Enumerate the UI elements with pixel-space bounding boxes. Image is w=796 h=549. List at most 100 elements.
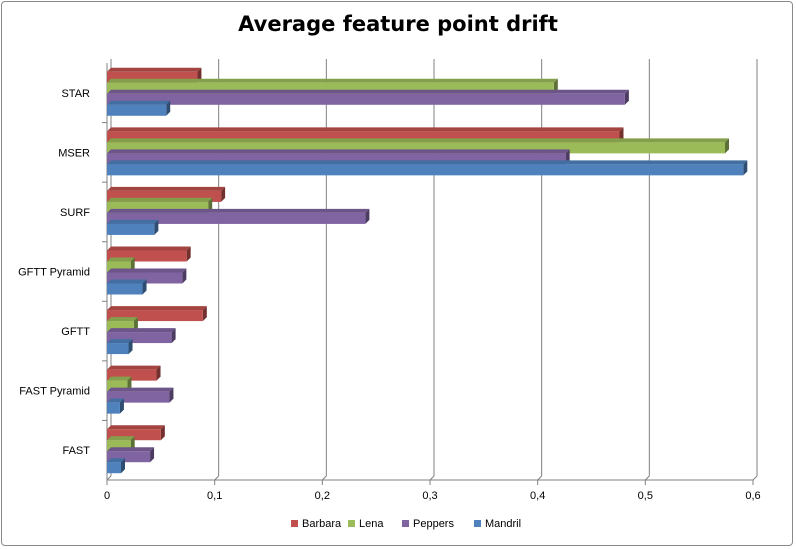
- bar-top-face: [107, 138, 730, 143]
- bar-top-face: [107, 246, 191, 251]
- bar-top-face: [107, 339, 133, 344]
- bar-end-face: [150, 447, 155, 463]
- bar-end-face: [725, 138, 730, 154]
- x-tick-label: 0: [104, 490, 110, 502]
- bar-end-face: [202, 306, 207, 322]
- legend-label: Peppers: [413, 518, 454, 530]
- bar-top-face: [107, 219, 159, 224]
- depth-edge: [106, 475, 112, 481]
- legend-label: Lena: [359, 518, 384, 530]
- bar-top-face: [107, 149, 570, 154]
- bar: [107, 219, 159, 235]
- bar-top-face: [107, 365, 161, 370]
- bar-end-face: [743, 160, 748, 176]
- bar: [107, 306, 207, 322]
- bar-front-face: [107, 261, 131, 273]
- chart-title: Average feature point drift: [238, 12, 558, 36]
- bar-front-face: [107, 104, 167, 116]
- bar-front-face: [107, 283, 143, 295]
- bar: [107, 208, 370, 224]
- y-tick-label: GFTT Pyramid: [18, 267, 90, 279]
- x-tick-label: 0,2: [315, 490, 330, 502]
- legend-item: Mandril: [474, 518, 521, 530]
- bar-end-face: [221, 186, 226, 202]
- x-tick-label: 0,1: [207, 490, 222, 502]
- legend-label: Barbara: [302, 518, 342, 530]
- bar: [107, 387, 174, 403]
- bar-end-face: [365, 208, 370, 224]
- y-tick-label: FAST: [62, 445, 90, 457]
- bar: [107, 186, 226, 202]
- bar-front-face: [107, 142, 726, 154]
- bar: [107, 398, 124, 414]
- bar-top-face: [107, 160, 748, 165]
- bar-top-face: [107, 425, 165, 430]
- bar-top-face: [107, 78, 558, 83]
- bar-front-face: [107, 321, 134, 333]
- legend-swatch: [474, 520, 481, 527]
- bar: [107, 425, 165, 441]
- bar-front-face: [107, 131, 620, 143]
- bar: [107, 89, 629, 105]
- bar-front-face: [107, 451, 151, 463]
- bar-end-face: [154, 219, 159, 235]
- bar-top-face: [107, 317, 138, 322]
- gridline-floor: [429, 475, 435, 481]
- bar-front-face: [107, 71, 198, 83]
- bar-top-face: [107, 100, 171, 105]
- y-tick-label: SURF: [60, 207, 90, 219]
- bar-front-face: [107, 462, 121, 474]
- bar: [107, 279, 147, 295]
- bar-top-face: [107, 89, 629, 94]
- bar-front-face: [107, 223, 155, 235]
- x-tick-label: 0,4: [530, 490, 545, 502]
- legend-item: Lena: [348, 518, 384, 530]
- bar-front-face: [107, 153, 566, 165]
- bar-top-face: [107, 387, 174, 392]
- bar-top-face: [107, 268, 187, 273]
- bar-front-face: [107, 201, 209, 213]
- legend-item: Barbara: [291, 518, 342, 530]
- bar-front-face: [107, 212, 366, 224]
- bar: [107, 268, 187, 284]
- legend-label: Mandril: [485, 518, 521, 530]
- bar-front-face: [107, 380, 128, 392]
- bar: [107, 458, 125, 474]
- bar-front-face: [107, 369, 157, 381]
- bar-end-face: [142, 279, 147, 295]
- bar-end-face: [624, 89, 629, 105]
- bar: [107, 365, 161, 381]
- bar: [107, 138, 730, 154]
- gridline-floor: [644, 475, 650, 481]
- bar-top-face: [107, 436, 135, 441]
- bar-front-face: [107, 190, 222, 202]
- bar-front-face: [107, 440, 131, 452]
- y-tick-label: FAST Pyramid: [19, 386, 90, 398]
- bar-front-face: [107, 343, 129, 355]
- y-tick-label: STAR: [61, 88, 90, 100]
- bar-top-face: [107, 186, 226, 191]
- x-tick-label: 0,5: [638, 490, 653, 502]
- bar-end-face: [182, 268, 187, 284]
- gridline-floor: [321, 475, 327, 481]
- bar: [107, 100, 171, 116]
- bar-top-face: [107, 197, 213, 202]
- bar-top-face: [107, 208, 370, 213]
- bar-end-face: [186, 246, 191, 262]
- bar-end-face: [160, 425, 165, 441]
- bar-end-face: [166, 100, 171, 116]
- bar-end-face: [119, 398, 124, 414]
- bar-top-face: [107, 306, 207, 311]
- legend: Barbara Lena Peppers Mandril: [291, 518, 521, 530]
- legend-swatch: [291, 520, 298, 527]
- x-tick-label: 0,6: [745, 490, 760, 502]
- tick-labels: 0 0,1 0,2 0,3 0,4 0,5 0,6 FAST FAST Pyramid GFTT G…: [18, 88, 761, 502]
- gridline-floor: [752, 475, 758, 481]
- bar-front-face: [107, 402, 120, 414]
- bar-end-face: [128, 339, 133, 355]
- bar-front-face: [107, 272, 183, 284]
- bar-top-face: [107, 376, 132, 381]
- bar-end-face: [120, 458, 125, 474]
- bar-top-face: [107, 398, 124, 403]
